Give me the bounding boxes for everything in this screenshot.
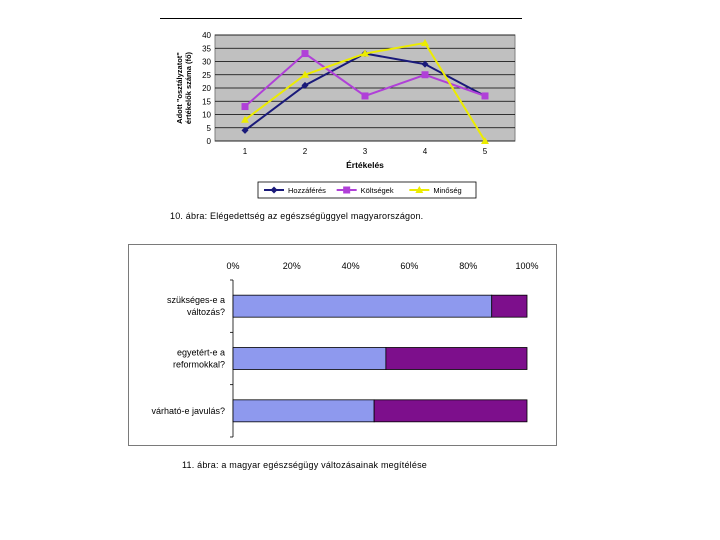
x-tick-label: 0%: [226, 261, 239, 271]
data-point: [361, 49, 369, 57]
data-point: [421, 71, 429, 79]
y-tick-label: 40: [202, 31, 211, 40]
data-point: [241, 103, 249, 111]
figure-11-caption: 11. ábra: a magyar egészségügy változása…: [182, 460, 427, 470]
category-label: várható-e javulás?: [151, 406, 225, 416]
data-point: [241, 115, 249, 123]
bar-segment-igen: [232, 294, 493, 318]
category-label: egyetért-e a reformokkal?: [173, 348, 225, 370]
x-axis-title: Értékelés: [346, 160, 384, 170]
legend-marker: [415, 186, 424, 193]
legend-marker: [343, 186, 351, 194]
stacked-bar-chart: 0% 20% 40% 60% 80% 100% szükséges-e a változás?…: [151, 261, 539, 438]
data-point: [301, 70, 309, 78]
data-point: [421, 60, 429, 68]
data-point: [481, 92, 489, 100]
data-point: [421, 38, 429, 46]
data-point: [301, 81, 309, 89]
data-point: [301, 50, 309, 58]
bar-segment-nem: [385, 347, 528, 370]
figure-10-caption: 10. ábra: Elégedettség az egészségüggyel…: [170, 211, 424, 221]
data-point: [361, 92, 369, 100]
y-tick-label: 5: [207, 124, 212, 133]
y-tick-label: 25: [202, 71, 211, 80]
y-tick-label: 35: [202, 44, 211, 53]
line-chart: 0 5 10 15 20 25 30 35 40 1 2 3 4 5 Értékelés Adott "osz…: [175, 31, 516, 199]
x-tick-label: 4: [423, 147, 428, 156]
bar-segment-nem: [491, 294, 528, 318]
y-tick-label: 30: [202, 58, 211, 67]
legend-marker: [270, 186, 278, 194]
data-point: [481, 137, 489, 144]
x-tick-label: 2: [303, 147, 308, 156]
y-tick-label: 0: [207, 137, 212, 146]
category-label: szükséges-e a változás?: [167, 295, 225, 317]
legend-label: Hozzáférés: [288, 186, 326, 195]
x-tick-label: 100%: [515, 261, 538, 271]
x-tick-label: 60%: [400, 261, 418, 271]
bar-segment-igen: [232, 399, 375, 423]
top-rule: [160, 18, 522, 19]
bar-segment-nem: [373, 399, 528, 423]
x-tick-label: 5: [483, 147, 488, 156]
y-tick-label: 10: [202, 111, 211, 120]
legend-box: [257, 181, 477, 199]
legend-label: Minőség: [433, 186, 461, 195]
x-tick-label: 3: [363, 147, 368, 156]
x-tick-label: 1: [243, 147, 248, 156]
y-tick-label: 15: [202, 97, 211, 106]
legend-label: Költségek: [361, 186, 394, 195]
bar-segment-igen: [232, 347, 387, 370]
x-tick-label: 40%: [342, 261, 360, 271]
x-tick-label: 80%: [459, 261, 477, 271]
y-axis-title: Adott "osztályzatot"értékelők száma (fő): [175, 51, 193, 124]
y-tick-label: 20: [202, 84, 211, 93]
x-tick-label: 20%: [283, 261, 301, 271]
